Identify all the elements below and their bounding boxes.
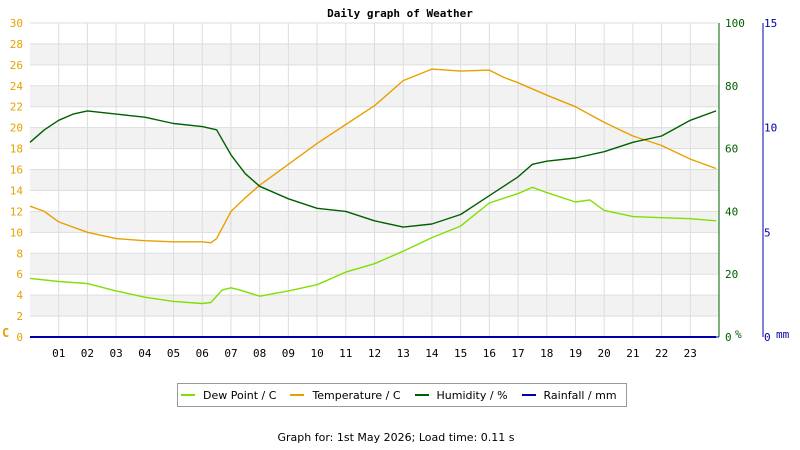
y-tick-label-left: 18 bbox=[10, 143, 23, 156]
y-tick-label-humidity: 100 bbox=[725, 17, 745, 30]
series-line-humidity bbox=[29, 110, 717, 228]
y-tick-label-left: 24 bbox=[10, 80, 24, 93]
x-tick-label: 11 bbox=[339, 347, 352, 360]
y-tick-label-left: 22 bbox=[10, 101, 23, 114]
legend-swatch-dew-point bbox=[181, 394, 195, 396]
y-tick-label-rainfall: 5 bbox=[764, 226, 771, 239]
x-tick-label: 20 bbox=[598, 347, 611, 360]
y-axis-unit-humidity: % bbox=[735, 328, 742, 341]
y-tick-label-left: 6 bbox=[16, 268, 23, 281]
y-tick-label-left: 12 bbox=[10, 205, 23, 218]
x-tick-label: 16 bbox=[483, 347, 496, 360]
x-tick-label: 17 bbox=[511, 347, 524, 360]
series-line-dew bbox=[29, 186, 717, 305]
y-tick-label-rainfall: 10 bbox=[764, 122, 777, 135]
chart-legend: Dew Point / C Temperature / C Humidity /… bbox=[177, 383, 627, 407]
y-tick-label-rainfall: 0 bbox=[764, 331, 771, 344]
y-tick-label-humidity: 40 bbox=[725, 205, 738, 218]
y-tick-label-left: 16 bbox=[10, 164, 23, 177]
y-tick-label-humidity: 60 bbox=[725, 143, 738, 156]
x-tick-label: 15 bbox=[454, 347, 467, 360]
y-tick-label-rainfall: 15 bbox=[764, 17, 777, 30]
x-tick-label: 10 bbox=[310, 347, 323, 360]
x-tick-label: 07 bbox=[224, 347, 237, 360]
x-tick-label: 08 bbox=[253, 347, 266, 360]
x-tick-label: 03 bbox=[110, 347, 123, 360]
weather-chart: Daily graph of Weather 02468101214161820… bbox=[2, 7, 790, 360]
y-tick-label-left: 30 bbox=[10, 17, 23, 30]
x-tick-label: 23 bbox=[684, 347, 697, 360]
y-axis-unit-rainfall: mm bbox=[776, 328, 790, 341]
y-tick-label-humidity: 0 bbox=[725, 331, 732, 344]
x-tick-label: 22 bbox=[655, 347, 668, 360]
x-tick-label: 09 bbox=[282, 347, 295, 360]
plot-grid bbox=[30, 22, 719, 338]
x-tick-label: 14 bbox=[425, 347, 439, 360]
y-tick-label-left: 28 bbox=[10, 38, 23, 51]
y-tick-label-left: 4 bbox=[16, 289, 23, 302]
legend-label-humidity: Humidity / % bbox=[436, 388, 508, 402]
x-tick-label: 21 bbox=[626, 347, 639, 360]
load-info-footer: Graph for: 1st May 2026; Load time: 0.11… bbox=[277, 431, 515, 444]
x-tick-label: 04 bbox=[138, 347, 152, 360]
legend-item-rainfall: Rainfall / mm bbox=[521, 388, 617, 402]
legend-label-temperature: Temperature / C bbox=[312, 388, 401, 402]
y-tick-label-left: 8 bbox=[16, 247, 23, 260]
x-tick-label: 12 bbox=[368, 347, 381, 360]
x-tick-label: 02 bbox=[81, 347, 94, 360]
legend-swatch-temperature bbox=[290, 394, 305, 396]
legend-swatch-humidity bbox=[414, 394, 429, 396]
legend-label-dew-point: Dew Point / C bbox=[203, 388, 277, 402]
x-tick-label: 19 bbox=[569, 347, 582, 360]
series-line-temperature bbox=[29, 68, 717, 244]
y-axis-unit-left: C bbox=[2, 326, 9, 340]
y-tick-label-humidity: 20 bbox=[725, 268, 738, 281]
y-tick-label-humidity: 80 bbox=[725, 80, 738, 93]
chart-title: Daily graph of Weather bbox=[327, 7, 473, 20]
y-tick-label-left: 0 bbox=[16, 331, 23, 344]
y-tick-label-left: 26 bbox=[10, 59, 23, 72]
legend-item-dew-point: Dew Point / C bbox=[181, 389, 276, 402]
legend-item-humidity: Humidity / % bbox=[414, 388, 508, 402]
x-tick-label: 01 bbox=[52, 347, 65, 360]
legend-swatch-rainfall bbox=[521, 394, 536, 396]
x-tick-label: 05 bbox=[167, 347, 180, 360]
y-tick-label-left: 10 bbox=[10, 226, 23, 239]
y-tick-label-left: 20 bbox=[10, 122, 23, 135]
x-tick-label: 18 bbox=[540, 347, 553, 360]
legend-label-rainfall: Rainfall / mm bbox=[543, 388, 617, 402]
plot-axes bbox=[30, 23, 764, 338]
y-tick-label-left: 14 bbox=[10, 184, 24, 197]
y-tick-label-left: 2 bbox=[16, 310, 23, 323]
x-tick-label: 06 bbox=[196, 347, 209, 360]
legend-item-temperature: Temperature / C bbox=[290, 388, 401, 402]
x-tick-label: 13 bbox=[397, 347, 410, 360]
